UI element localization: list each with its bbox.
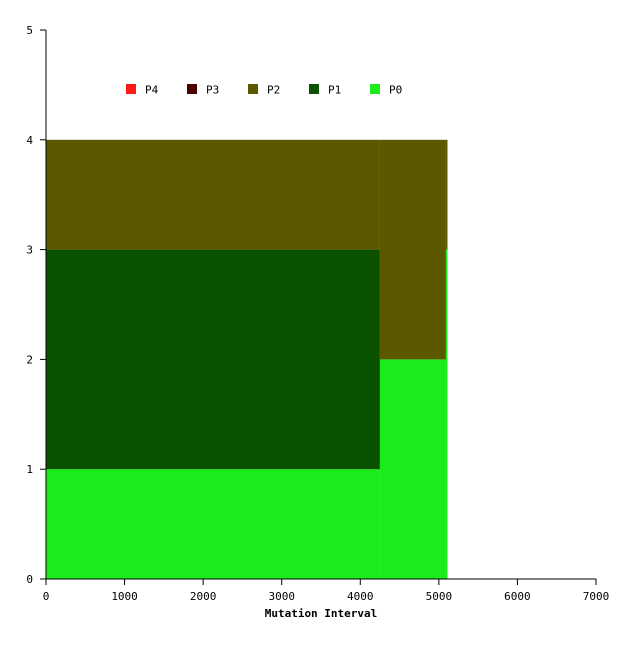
legend-swatch-p4 [126,84,136,94]
y-tick-label-1: 1 [26,463,33,476]
y-tick-label-2: 2 [26,353,33,366]
x-tick-label-1000: 1000 [111,590,138,603]
y-tick-label-0: 0 [26,573,33,586]
area-p2-segment-1 [379,139,446,360]
legend-label-p3: P3 [206,84,219,97]
legend-swatch-p0 [370,84,380,94]
plot-area [46,139,448,579]
legend-label-p1: P1 [328,84,341,97]
legend-swatch-p2 [248,84,258,94]
legend: P4 P3 P2 P1 P0 [126,84,402,97]
area-p2-segment-2 [445,139,448,250]
x-tick-label-7000: 7000 [583,590,610,603]
area-p2-segment-0 [46,139,380,250]
x-tick-label-6000: 6000 [504,590,531,603]
x-tick-label-4000: 4000 [347,590,374,603]
x-tick-label-2000: 2000 [190,590,217,603]
legend-swatch-p1 [309,84,319,94]
axes: 0 1 2 3 4 5 0 1000 2000 3000 4000 5000 6000 7000 [26,24,609,603]
y-tick-label-5: 5 [26,24,33,37]
y-tick-label-4: 4 [26,134,33,147]
area-p1-segment-0 [46,249,380,470]
x-axis-title: Mutation Interval [265,607,378,620]
x-tick-label-5000: 5000 [426,590,453,603]
area-p0-segment-0 [46,469,380,579]
legend-swatch-p3 [187,84,197,94]
y-tick-label-3: 3 [26,244,33,257]
legend-label-p2: P2 [267,84,280,97]
area-p0-segment-2 [445,249,448,579]
x-tick-label-3000: 3000 [268,590,295,603]
legend-label-p0: P0 [389,84,402,97]
legend-label-p4: P4 [145,84,159,97]
x-tick-label-0: 0 [43,590,50,603]
area-p0-segment-1 [379,359,446,579]
